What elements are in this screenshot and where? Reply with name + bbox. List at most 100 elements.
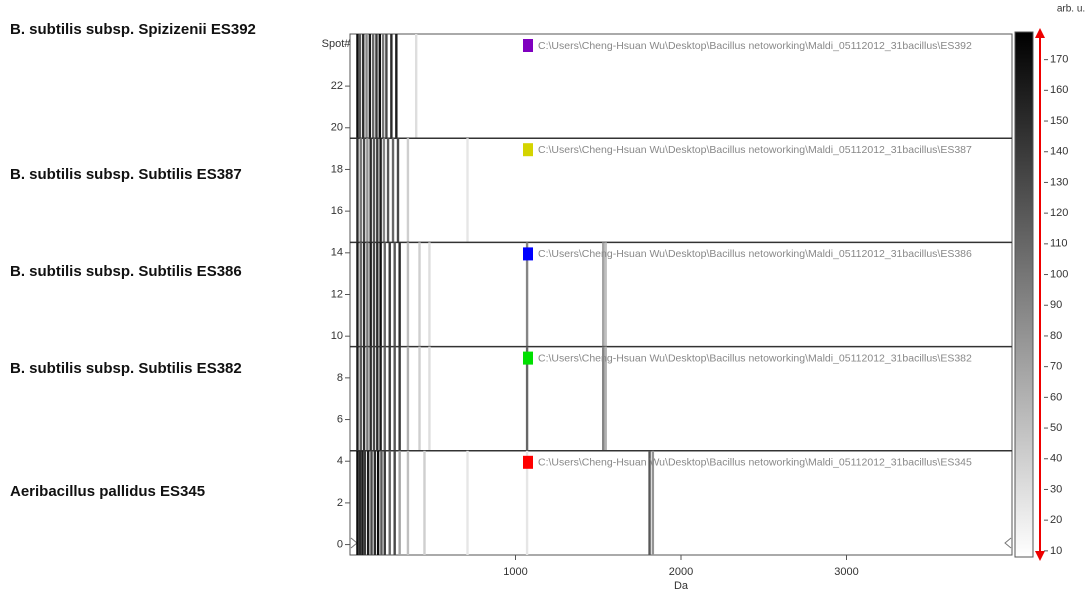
chart: Spot# Da arb. u. 02468101214161820221000… <box>0 0 1089 592</box>
band <box>377 451 379 555</box>
colorbar-tick-label: 100 <box>1050 268 1068 280</box>
band <box>364 451 366 555</box>
y-axis-label: Spot# <box>322 38 352 50</box>
band <box>379 242 381 346</box>
sample-color <box>523 456 533 469</box>
band <box>387 138 389 242</box>
sample-color <box>523 143 533 156</box>
band <box>369 138 371 242</box>
colorbar-tick-label: 110 <box>1050 238 1068 250</box>
band <box>359 451 361 555</box>
band <box>418 347 420 451</box>
band <box>384 242 386 346</box>
sample-path: C:\Users\Cheng-Hsuan Wu\Desktop\Bacillus… <box>538 352 972 364</box>
y-tick-label: 22 <box>331 80 343 92</box>
colorbar-tick-label: 70 <box>1050 361 1062 373</box>
band <box>379 347 381 451</box>
band <box>383 138 385 242</box>
colorbar-tick-label: 80 <box>1050 330 1062 342</box>
band <box>369 34 371 138</box>
colorbar <box>1015 32 1033 557</box>
band <box>359 34 361 138</box>
band <box>398 347 400 451</box>
y-tick-label: 6 <box>337 413 343 425</box>
y-tick-label: 14 <box>331 247 343 259</box>
colorbar-tick-label: 140 <box>1050 146 1068 158</box>
page: {"chart_data": {"type": "gel", "y_label"… <box>0 0 1089 597</box>
band <box>373 347 375 451</box>
band <box>379 138 381 242</box>
y-tick-label: 20 <box>331 122 343 134</box>
sample-name: Aeribacillus pallidus ES345 <box>10 483 205 500</box>
sample-name: B. subtilis subsp. Subtilis ES382 <box>10 360 242 377</box>
band <box>428 347 430 451</box>
y-tick-label: 2 <box>337 497 343 509</box>
band <box>389 451 391 555</box>
y-tick-label: 12 <box>331 288 343 300</box>
y-tick-label: 10 <box>331 330 343 342</box>
sample-name: B. subtilis subsp. Subtilis ES387 <box>10 166 242 183</box>
band <box>407 347 409 451</box>
band <box>393 242 395 346</box>
colorbar-tick-label: 120 <box>1050 207 1068 219</box>
colorbar-tick-label: 90 <box>1050 299 1062 311</box>
colorbar-tick-label: 10 <box>1050 545 1062 557</box>
band <box>466 451 468 555</box>
sample-color <box>523 247 533 260</box>
band <box>380 451 382 555</box>
colorbar-label: arb. u. <box>1057 4 1085 15</box>
band <box>428 242 430 346</box>
band <box>398 242 400 346</box>
y-tick-label: 8 <box>337 372 343 384</box>
colorbar-tick-label: 30 <box>1050 483 1062 495</box>
band <box>375 34 377 138</box>
band <box>365 34 367 138</box>
band <box>373 242 375 346</box>
band <box>466 138 468 242</box>
band <box>376 242 378 346</box>
band <box>360 347 362 451</box>
x-tick-label: 2000 <box>669 566 693 578</box>
band <box>356 242 358 346</box>
band <box>384 347 386 451</box>
band <box>374 451 376 555</box>
band <box>363 242 365 346</box>
colorbar-tick-label: 170 <box>1050 54 1068 66</box>
sample-path: C:\Users\Cheng-Hsuan Wu\Desktop\Bacillus… <box>538 248 972 260</box>
band <box>385 34 387 138</box>
band <box>367 451 369 555</box>
sample-color <box>523 39 533 52</box>
band <box>363 138 365 242</box>
x-tick-label: 3000 <box>834 566 858 578</box>
band <box>398 451 400 555</box>
colorbar-tick-label: 50 <box>1050 422 1062 434</box>
band <box>392 138 394 242</box>
band <box>376 347 378 451</box>
y-tick-label: 4 <box>337 455 343 467</box>
band <box>407 451 409 555</box>
band <box>390 34 392 138</box>
band <box>395 34 397 138</box>
band <box>356 138 358 242</box>
band <box>379 34 381 138</box>
colorbar-tick-label: 60 <box>1050 391 1062 403</box>
band <box>407 242 409 346</box>
sample-path: C:\Users\Cheng-Hsuan Wu\Desktop\Bacillus… <box>538 457 972 469</box>
sample-name: B. subtilis subsp. Subtilis ES386 <box>10 263 242 280</box>
band <box>370 451 372 555</box>
band <box>366 242 368 346</box>
band <box>361 451 363 555</box>
plot-frame <box>350 34 1012 555</box>
band <box>389 347 391 451</box>
x-tick-label: 1000 <box>503 566 527 578</box>
band <box>397 138 399 242</box>
band <box>356 347 358 451</box>
band <box>382 34 384 138</box>
band <box>363 347 365 451</box>
band <box>356 34 358 138</box>
sample-path: C:\Users\Cheng-Hsuan Wu\Desktop\Bacillus… <box>538 40 972 52</box>
y-tick-label: 0 <box>337 538 343 550</box>
colorbar-tick-label: 130 <box>1050 176 1068 188</box>
band <box>393 347 395 451</box>
y-tick-label: 18 <box>331 163 343 175</box>
